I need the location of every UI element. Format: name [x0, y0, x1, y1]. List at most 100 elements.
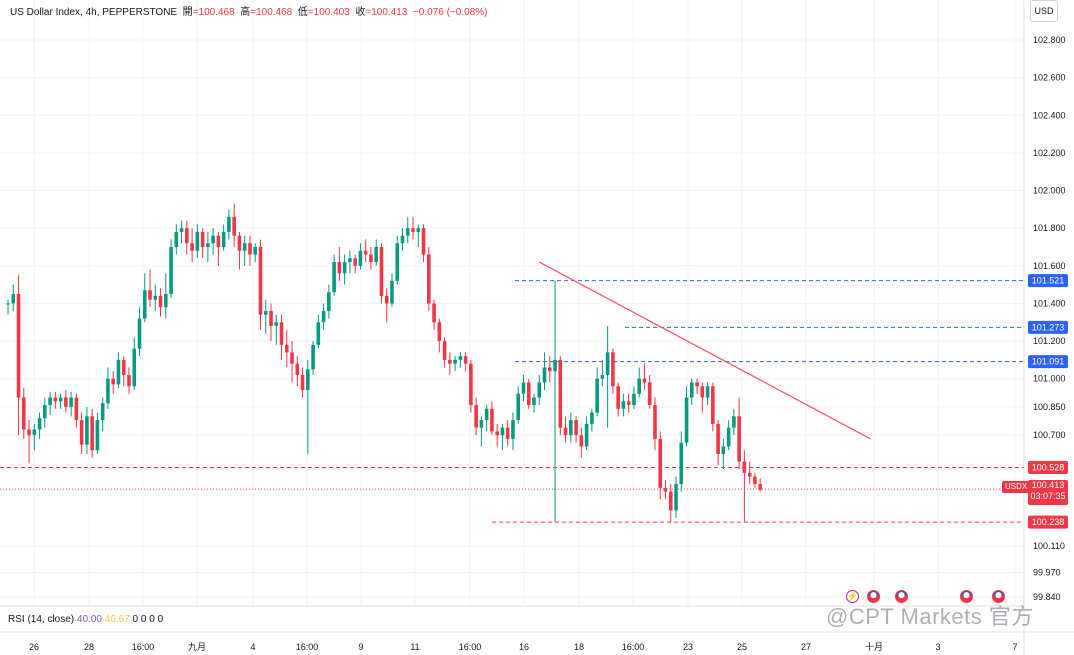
level-price-label: 100.528: [1032, 463, 1065, 473]
candle-body: [369, 254, 373, 263]
candle-body: [647, 382, 652, 406]
candle-body: [416, 228, 421, 232]
us-flag-event-icon[interactable]: [960, 590, 973, 603]
candle-body: [174, 231, 179, 247]
candle-body: [195, 231, 200, 251]
candle-body: [463, 356, 468, 364]
candle-body: [637, 378, 641, 394]
level-price-label: 101.273: [1032, 322, 1065, 332]
candle-body: [732, 416, 736, 428]
candle-body: [621, 401, 626, 409]
candle-body: [85, 416, 89, 445]
candle-body: [311, 344, 315, 370]
candle-body: [679, 442, 684, 485]
rsi-value: 40.00: [76, 614, 102, 625]
candle-body: [668, 491, 673, 511]
candle-body: [532, 397, 536, 406]
candle-body: [474, 405, 478, 428]
y-tick-label: 101.600: [1033, 261, 1066, 271]
candle-body: [211, 235, 215, 244]
candle-body: [221, 231, 226, 247]
candle-body: [653, 405, 657, 439]
candle-body: [74, 397, 79, 421]
candle-body: [490, 408, 494, 432]
y-tick-label: 102.400: [1033, 110, 1066, 120]
candle-body: [321, 310, 326, 323]
candle-body: [753, 476, 757, 485]
candle-body: [227, 216, 231, 232]
candle-body: [43, 405, 47, 419]
candle-body: [505, 427, 510, 439]
candle-body: [579, 435, 584, 447]
x-tick-label: 4: [250, 642, 255, 652]
us-flag-event-icon[interactable]: [992, 590, 1005, 603]
y-tick-label: 102.600: [1033, 73, 1066, 83]
level-price-label: 101.521: [1032, 276, 1065, 286]
candle-body: [584, 423, 589, 447]
us-flag-event-icon[interactable]: [895, 590, 908, 603]
candle-body: [316, 322, 321, 345]
candle-body: [542, 367, 547, 383]
us-flag-event-icon[interactable]: [867, 590, 880, 603]
current-price-value: 100.413: [1031, 480, 1065, 490]
x-tick-label: 11: [410, 642, 419, 652]
symbol-title[interactable]: US Dollar Index, 4h, PEPPERSTONE: [10, 7, 178, 18]
rsi-label: RSI (14, close): [8, 614, 75, 625]
candle-body: [327, 292, 331, 311]
candle-body: [632, 393, 636, 406]
x-tick-label: 16:00: [296, 642, 319, 652]
candle-body: [279, 322, 284, 345]
candle-body: [747, 472, 752, 477]
rsi-legend[interactable]: RSI (14, close) 40.00 46.67 0 0 0 0: [8, 614, 163, 625]
candle-body: [158, 295, 163, 308]
candle-body: [448, 359, 452, 364]
currency-button[interactable]: USD: [1030, 0, 1058, 22]
candle-body: [132, 348, 137, 387]
candle-body: [432, 303, 436, 323]
x-tick-label: 25: [737, 642, 747, 652]
candle-body: [274, 322, 279, 327]
y-tick-label: 101.800: [1033, 223, 1066, 233]
candle-body: [263, 310, 268, 315]
candle-body: [590, 412, 594, 424]
x-tick-label: 27: [801, 642, 811, 652]
candle-body: [700, 386, 705, 398]
candle-body: [169, 246, 173, 295]
candle-body: [642, 378, 647, 383]
x-tick-label: 7: [1012, 642, 1017, 652]
level-price-tag: [1028, 355, 1068, 369]
candle-body: [248, 243, 252, 255]
candle-body: [705, 386, 710, 398]
candle-body: [379, 246, 384, 296]
y-tick-label: 102.200: [1033, 148, 1066, 158]
candle-body: [6, 303, 10, 305]
y-tick-label: 99.840: [1033, 592, 1061, 602]
candle-body: [395, 243, 400, 281]
candle-body: [79, 420, 84, 445]
candle-body: [595, 378, 599, 413]
candle-body: [574, 420, 578, 436]
candle-body: [500, 427, 505, 436]
bar-countdown: 03:07:35: [1030, 491, 1066, 501]
candle-body: [216, 235, 221, 247]
current-price-tag: 100.413 03:07:35: [1028, 480, 1068, 505]
close-label: 收: [355, 7, 366, 18]
x-tick-label: 16:00: [459, 642, 482, 652]
candle-body: [64, 397, 68, 407]
candle-body: [684, 397, 689, 443]
candle-body: [179, 228, 184, 232]
candle-body: [116, 359, 121, 385]
candle-body: [58, 397, 63, 402]
candle-body: [190, 243, 194, 251]
candle-body: [737, 416, 741, 462]
candle-body: [253, 246, 258, 255]
y-tick-label: 100.700: [1033, 430, 1066, 440]
candle-body: [405, 228, 410, 236]
y-tick-label: 100.850: [1033, 402, 1066, 412]
candle-body: [742, 461, 747, 473]
candle-body: [148, 290, 152, 300]
candle-body: [605, 352, 610, 375]
event-bolt-icon[interactable]: ⚡: [846, 590, 859, 603]
